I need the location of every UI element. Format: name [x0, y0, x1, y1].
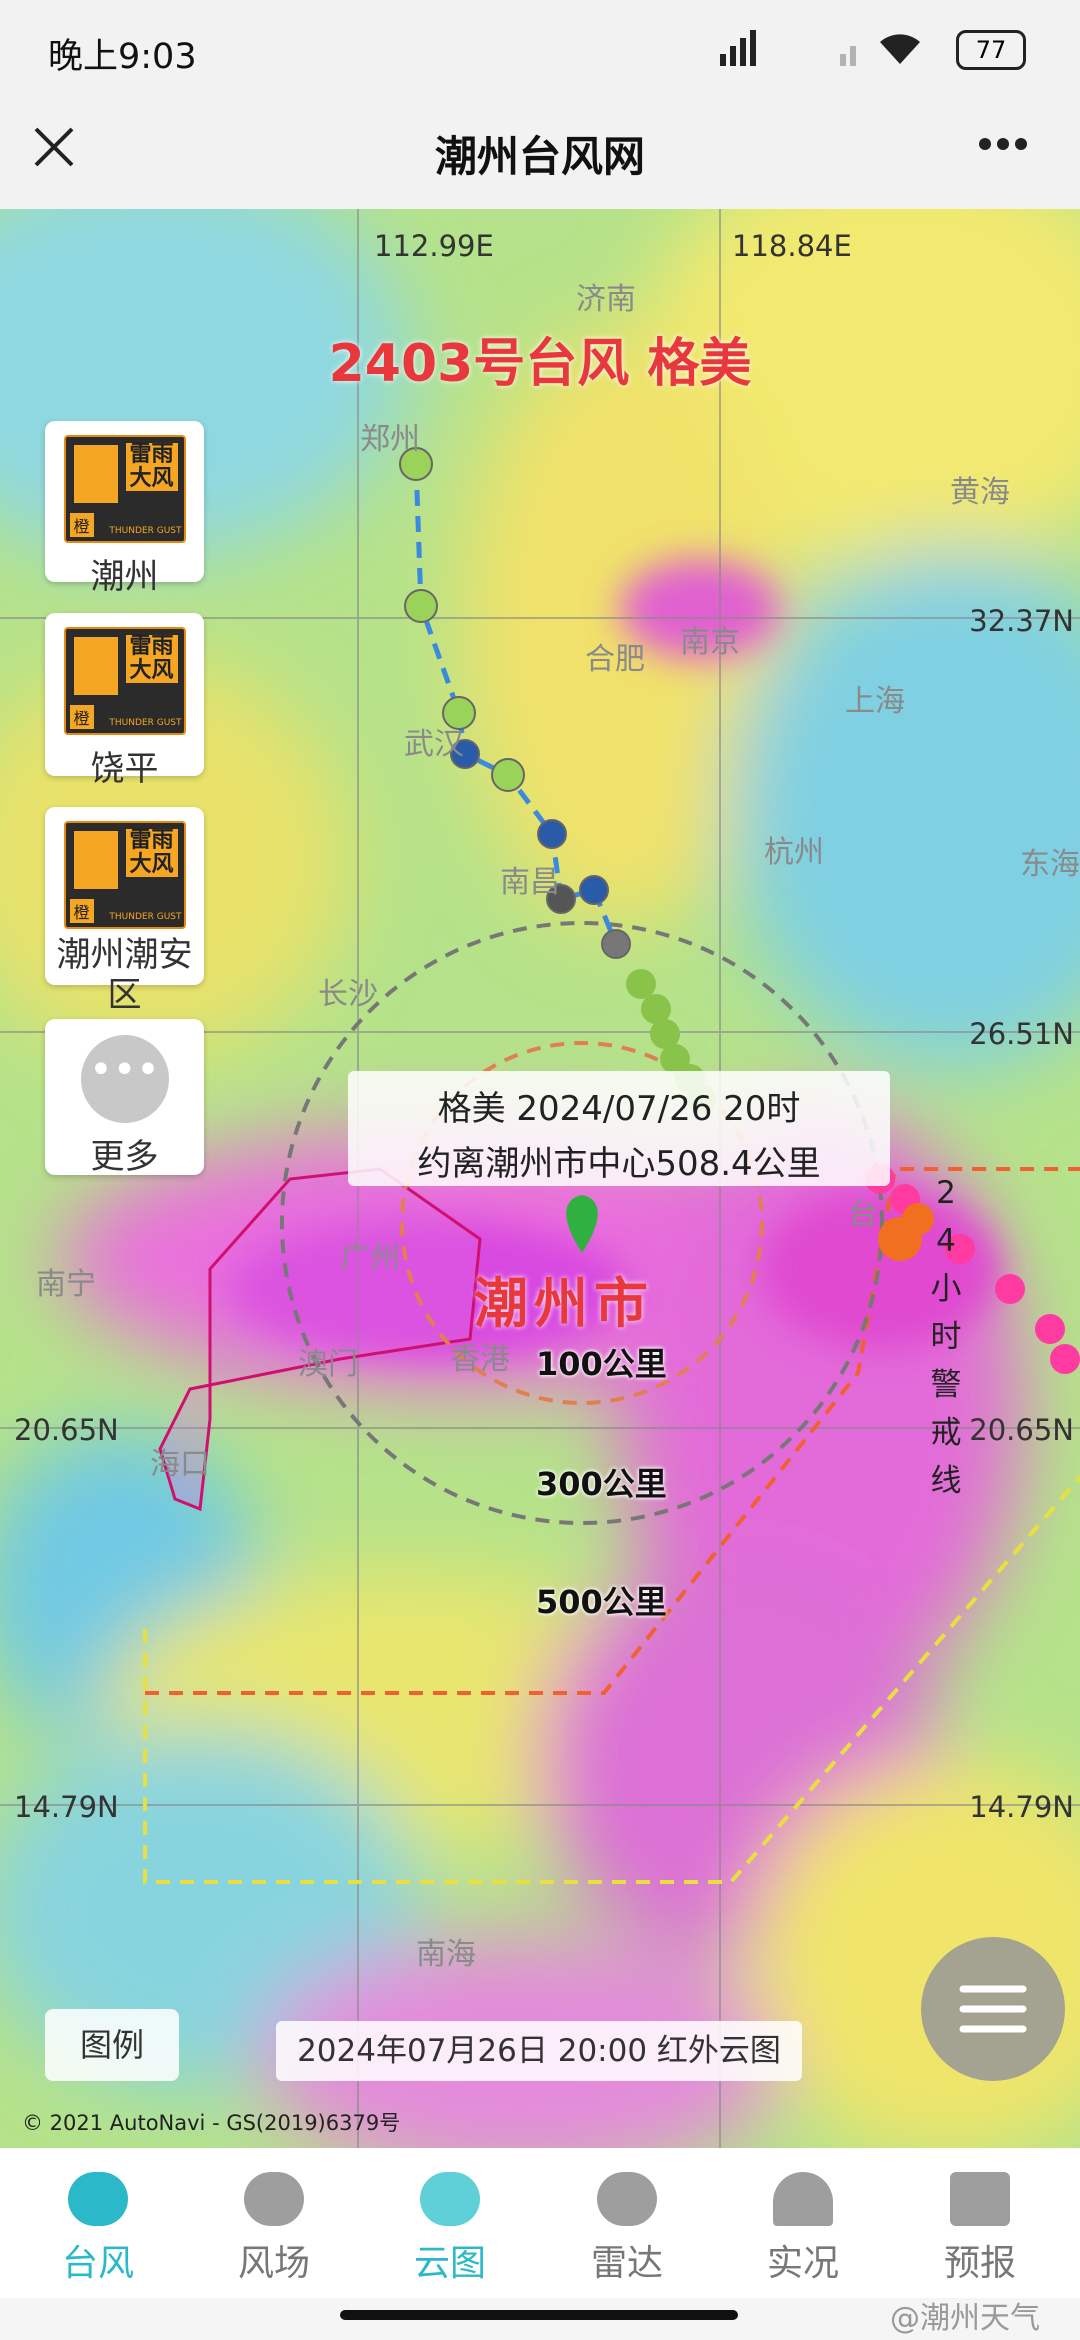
header: 潮州台风网 [0, 97, 1080, 209]
ring-label: 100公里 [536, 1345, 667, 1383]
warning-place: 潮州潮安区 [56, 935, 193, 1015]
place-label: 台 [848, 1197, 878, 1232]
warning-en: THUNDER GUST [109, 718, 182, 728]
nav-item[interactable]: 台风 [10, 2148, 186, 2286]
warning-en: THUNDER GUST [109, 912, 182, 922]
lon-label: 112.99E [374, 229, 494, 263]
home-indicator [340, 2310, 738, 2320]
lat-label: 26.51N [969, 1017, 1074, 1051]
warning-icon: 雷雨大风橙 THUNDER GUST [63, 821, 186, 929]
place-label: 济南 [576, 282, 636, 317]
ring-label: 300公里 [536, 1465, 667, 1503]
nav-label: 雷达 [590, 2243, 663, 2284]
lat-label: 14.79N [14, 1790, 119, 1824]
place-label: 南昌 [500, 865, 560, 900]
status-time: 晚上9:03 [48, 37, 197, 77]
nav-label: 云图 [413, 2243, 486, 2284]
warning-icon: 雷雨大风橙 THUNDER GUST [63, 435, 186, 543]
place-label: 合肥 [585, 642, 645, 677]
warning-level: 橙 [69, 899, 94, 923]
nav-item[interactable]: 雷达 [539, 2148, 715, 2286]
warning-level: 橙 [69, 513, 94, 537]
copyright: © 2021 AutoNavi - GS(2019)6379号 [22, 2111, 401, 2135]
place-label: 武汉 [404, 727, 464, 762]
warning-place: 潮州 [90, 557, 159, 597]
place-label: 长沙 [318, 977, 378, 1012]
typhoon-info: 格美 2024/07/26 20时 约离潮州市中心508.4公里 [348, 1071, 890, 1186]
ring-label: 500公里 [536, 1583, 667, 1621]
place-label: 南京 [680, 625, 740, 660]
bottom-nav: 台风 风场 云图 雷达 实况 预报 [0, 2148, 1080, 2298]
typhoon-title: 2403号台风 格美 [328, 334, 752, 394]
nav-label: 台风 [61, 2243, 134, 2284]
warning-name: 雷雨大风 [125, 443, 178, 491]
lat-label: 20.65N [969, 1413, 1074, 1447]
close-button[interactable] [32, 125, 76, 169]
place-label: 南宁 [36, 1267, 96, 1302]
battery: 77 [956, 30, 1026, 70]
menu-button[interactable] [921, 1937, 1065, 2081]
warning-card[interactable]: 雷雨大风橙 THUNDER GUST 饶平 [45, 613, 204, 789]
place-label: 黄海 [950, 475, 1010, 510]
lat-label: 32.37N [969, 604, 1074, 638]
place-label: 东海 [1020, 847, 1080, 882]
warning-card[interactable]: 雷雨大风橙 THUNDER GUST 潮州潮安区 [45, 807, 204, 1015]
map: 2403号台风 格美 112.99E 118.84E 32.37N 26.51N… [0, 209, 1080, 2148]
time-label: 2024年07月26日 20:00 红外云图 [276, 2021, 802, 2081]
warning-level: 橙 [69, 705, 94, 729]
more-card[interactable]: ••• 更多 [45, 1019, 204, 1177]
legend-button[interactable]: 图例 [45, 2009, 179, 2081]
place-label: 南海 [416, 1937, 476, 1972]
watermark: @潮州天气 [890, 2301, 1040, 2336]
warning-name: 雷雨大风 [125, 635, 178, 683]
place-label: 广州 [340, 1241, 400, 1276]
nav-item[interactable]: 云图 [362, 2148, 538, 2286]
nav-item[interactable]: 预报 [892, 2148, 1068, 2286]
place-label: 郑州 [360, 422, 420, 457]
more-label: 更多 [90, 1137, 159, 1177]
lon-label: 118.84E [732, 229, 852, 263]
city-label: 潮州市 [474, 1272, 654, 1335]
status-icons [720, 30, 920, 66]
lat-label: 14.79N [969, 1790, 1074, 1824]
place-label: 上海 [845, 684, 905, 719]
warning-icon: 雷雨大风橙 THUNDER GUST [63, 627, 186, 735]
warning-name: 雷雨大风 [125, 829, 178, 877]
more-menu[interactable] [978, 137, 1028, 151]
place-label: 杭州 [764, 835, 824, 870]
info-line: 格美 2024/07/26 20时 [437, 1089, 801, 1129]
nav-item[interactable]: 风场 [186, 2148, 362, 2286]
lat-label: 20.65N [14, 1413, 119, 1447]
nav-label: 实况 [766, 2243, 839, 2284]
warning-en: THUNDER GUST [109, 526, 182, 536]
page-title: 潮州台风网 [434, 132, 645, 181]
nav-item[interactable]: 实况 [715, 2148, 891, 2286]
place-label: 海口 [150, 1447, 210, 1482]
info-line: 约离潮州市中心508.4公里 [417, 1144, 821, 1184]
status-bar: 晚上9:03 77 [0, 0, 1080, 97]
nav-label: 预报 [943, 2243, 1016, 2284]
warning-place: 饶平 [90, 749, 159, 789]
place-label: 香港 [450, 1342, 510, 1377]
warning-line-label: 24小时警戒线 [930, 1175, 962, 1499]
place-label: 澳门 [298, 1347, 358, 1382]
warning-card[interactable]: 雷雨大风橙 THUNDER GUST 潮州 [45, 421, 204, 597]
nav-label: 风场 [237, 2243, 310, 2284]
